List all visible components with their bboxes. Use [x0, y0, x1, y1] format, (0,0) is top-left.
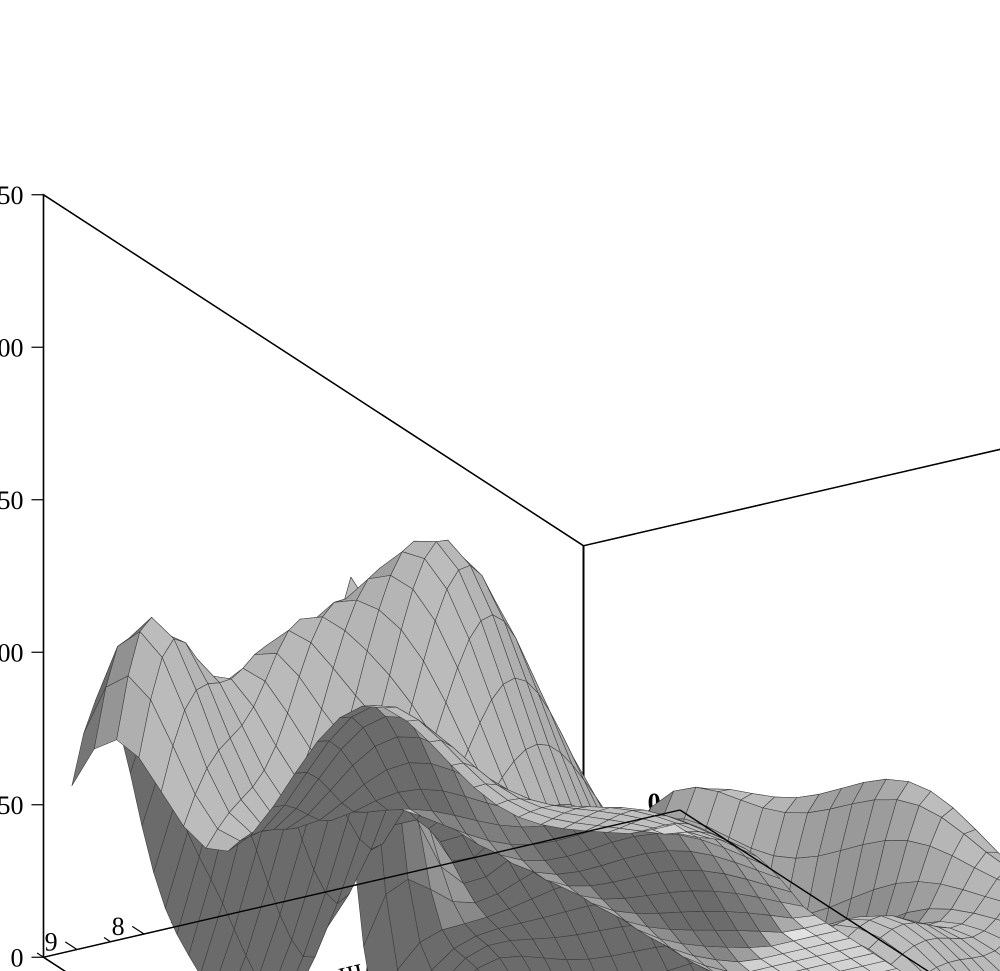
svg-text:250: 250	[0, 181, 24, 210]
svg-text:0: 0	[11, 943, 24, 971]
surface-plot-3d: 050100150200250012345678924681012141618Y…	[0, 0, 1000, 971]
svg-text:150: 150	[0, 486, 24, 515]
svg-text:8: 8	[112, 912, 125, 941]
svg-text:100: 100	[0, 638, 24, 667]
svg-text:200: 200	[0, 333, 24, 362]
svg-text:9: 9	[45, 928, 58, 957]
svg-text:50: 50	[0, 791, 24, 820]
surface-mesh	[72, 540, 1000, 971]
